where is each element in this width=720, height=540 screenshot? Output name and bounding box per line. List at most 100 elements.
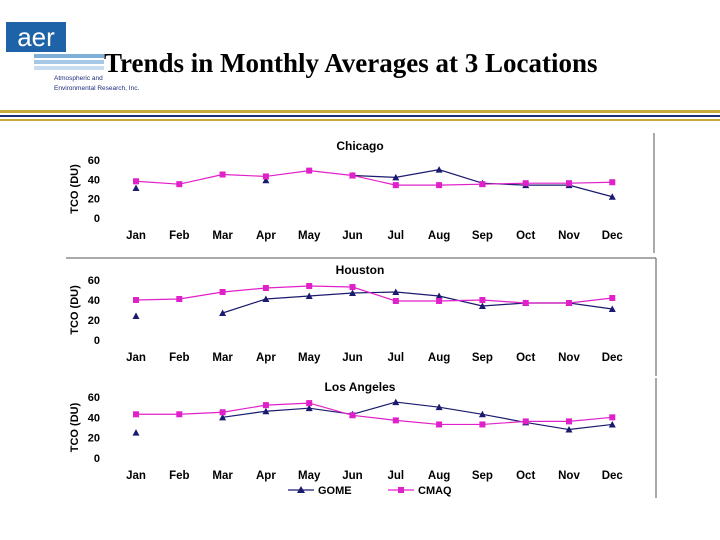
x-tick-label: Jul (387, 352, 404, 364)
point-cmaq (436, 182, 443, 189)
panel-borders (66, 133, 657, 498)
point-gome (435, 292, 443, 299)
legend-cmaq-label: CMAQ (418, 485, 452, 497)
x-tick-label: Aug (428, 230, 450, 242)
x-tick-label: May (298, 352, 321, 364)
point-gome (262, 407, 270, 415)
x-tick-label: Jan (126, 352, 146, 364)
point-cmaq (522, 180, 529, 187)
x-tick-label: Sep (472, 230, 493, 242)
point-gome (349, 289, 356, 296)
y-tick-label: 20 (88, 194, 100, 206)
series-line-cmaq (135, 170, 613, 186)
x-tick-label: May (298, 470, 321, 482)
logo-line1: Atmospheric and (54, 75, 103, 82)
point-cmaq (436, 421, 443, 428)
chart-2: Los Angeles TCO (DU) 0 20 40 60 Jan Feb Mar Apr Ma… (69, 380, 623, 482)
x-tick-label: Dec (602, 230, 624, 242)
logo-stripe-3 (34, 66, 104, 70)
point-cmaq (219, 409, 226, 416)
point-gome (305, 292, 313, 299)
point-cmaq (176, 181, 183, 188)
point-cmaq (306, 283, 313, 289)
x-tick-label: Jun (342, 352, 362, 364)
charts-layer: Chicago TCO (DU) 0 20 40 60 Jan Feb Mar Apr May Jun… (69, 139, 623, 482)
x-tick-label: Jun (342, 470, 362, 482)
y-axis-label: TCO (DU) (69, 164, 81, 214)
point-gome (262, 176, 270, 184)
point-cmaq (349, 412, 356, 419)
point-cmaq (176, 411, 183, 418)
series-line-cmaq (136, 402, 613, 426)
title-rule-gold-2 (0, 119, 720, 121)
point-cmaq (522, 300, 529, 306)
x-tick-label: Nov (558, 352, 580, 364)
slide-title: Trends in Monthly Averages at 3 Location… (104, 48, 598, 78)
y-axis-label: TCO (DU) (69, 285, 81, 335)
point-cmaq (306, 400, 313, 407)
x-tick-label: Dec (602, 352, 624, 364)
charts-svg: Chicago TCO (DU) 0 20 40 60 Jan Feb Mar Apr May Jun… (66, 133, 657, 498)
point-cmaq (349, 284, 356, 290)
point-cmaq (349, 172, 356, 179)
logo-stripe-2 (34, 60, 104, 64)
point-gome (565, 426, 573, 433)
x-tick-label: Oct (516, 470, 535, 482)
logo-blue-box (6, 22, 66, 52)
aer-logo: aer Atmospheric and Environmental Resear… (6, 22, 166, 102)
point-gome (132, 312, 140, 319)
y-tick-label: 20 (88, 433, 100, 445)
chart-title: Houston (336, 263, 385, 277)
point-cmaq (479, 297, 486, 303)
x-tick-label: Mar (212, 352, 233, 364)
point-gome (608, 305, 616, 312)
x-tick-label: Sep (472, 470, 493, 482)
point-cmaq (566, 300, 572, 306)
legend: GOME CMAQ (288, 485, 452, 497)
x-tick-label: Oct (516, 230, 535, 242)
x-tick-label: Aug (428, 352, 450, 364)
point-gome (478, 302, 486, 309)
legend-gome-marker (297, 486, 305, 493)
y-tick-label: 0 (94, 453, 100, 465)
point-cmaq (176, 296, 183, 302)
point-gome (219, 413, 227, 421)
x-tick-label: Mar (212, 470, 233, 482)
y-tick-label: 60 (88, 392, 100, 404)
x-tick-label: Jul (387, 230, 404, 242)
logo-stripe-1 (34, 54, 104, 58)
point-cmaq (133, 411, 139, 418)
point-cmaq (219, 289, 226, 295)
chart-1: Houston TCO (DU) 0 20 40 60 Jan Feb Mar Apr May Jun… (69, 263, 623, 364)
x-tick-label: Apr (256, 352, 276, 364)
x-tick-label: Oct (516, 352, 535, 364)
point-cmaq (262, 173, 269, 180)
point-gome (132, 184, 140, 192)
point-cmaq (133, 297, 139, 303)
point-gome (435, 403, 443, 411)
logo-mark: aer (17, 22, 55, 52)
point-cmaq (392, 417, 399, 424)
x-tick-label: Jun (342, 230, 362, 242)
point-gome (132, 429, 140, 436)
point-gome (608, 193, 616, 200)
point-cmaq (479, 421, 486, 428)
title-rule-gold (0, 110, 720, 113)
y-axis-label: TCO (DU) (69, 402, 81, 452)
x-tick-label: Feb (169, 470, 189, 482)
x-tick-label: Apr (256, 230, 276, 242)
point-cmaq (392, 182, 399, 189)
x-tick-label: May (298, 230, 321, 242)
x-tick-label: Feb (169, 230, 189, 242)
x-tick-label: Apr (256, 470, 276, 482)
point-cmaq (219, 171, 226, 178)
point-cmaq (133, 178, 139, 185)
chart-0: Chicago TCO (DU) 0 20 40 60 Jan Feb Mar Apr May Jun… (69, 139, 623, 242)
x-tick-label: Mar (212, 230, 233, 242)
y-tick-label: 40 (88, 412, 100, 424)
point-gome (478, 410, 486, 418)
point-gome (608, 420, 616, 428)
logo-line2: Environmental Research, Inc. (54, 85, 139, 92)
point-cmaq (566, 180, 572, 187)
point-cmaq (262, 402, 269, 409)
